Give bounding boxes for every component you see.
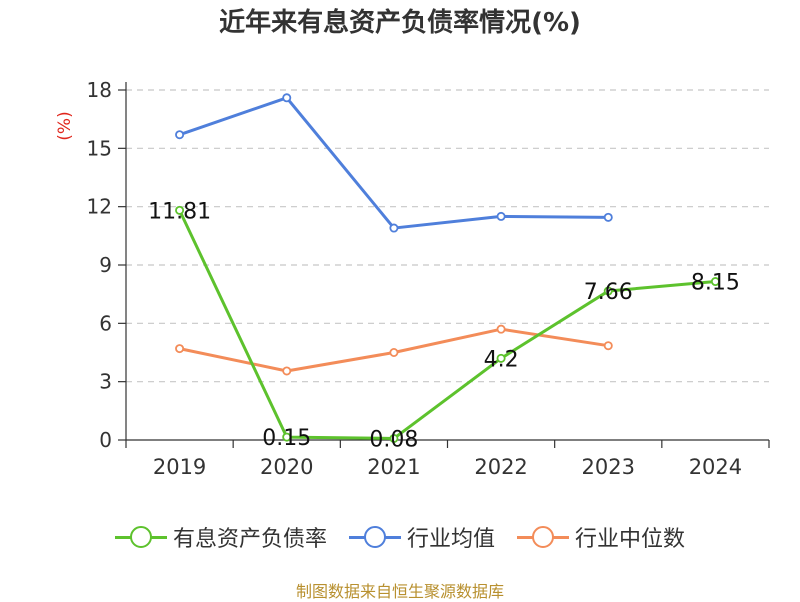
x-tick-label: 2020	[260, 455, 313, 479]
data-label: 11.81	[148, 199, 211, 224]
y-axis-label: (%)	[55, 111, 75, 140]
data-point	[282, 93, 292, 103]
data-label-layer: 11.81 0.15 0.08 4.2 7.66 8.15	[148, 199, 740, 452]
y-tick-label: 15	[87, 136, 112, 160]
legend-label: 行业中位数	[575, 527, 686, 552]
x-tick-label: 2022	[474, 455, 527, 479]
data-label: 0.15	[262, 426, 311, 451]
legend-item[interactable]: 行业均值	[348, 521, 495, 553]
data-point	[389, 347, 399, 357]
legend-marker-icon	[517, 525, 569, 549]
y-tick-label: 0	[99, 428, 112, 452]
axis-layer: 0 3 6 9 12 15 18 2019 2020 2021 2022 2023 2024 (%)	[55, 78, 770, 479]
data-point	[603, 341, 613, 351]
source-note: 制图数据来自恒生聚源数据库	[295, 582, 504, 601]
data-point	[710, 277, 720, 287]
data-point	[389, 433, 399, 443]
data-point	[496, 353, 506, 363]
legend-item[interactable]: 行业中位数	[517, 521, 685, 553]
legend-label: 行业均值	[406, 527, 495, 552]
y-tick-label: 18	[87, 78, 112, 102]
legend-marker-icon	[114, 525, 167, 549]
data-point	[175, 130, 185, 140]
y-tick-label: 3	[99, 370, 112, 394]
data-point	[282, 432, 292, 442]
series-line	[179, 96, 609, 230]
data-point	[496, 324, 506, 334]
data-label: 4.2	[484, 347, 519, 372]
series-layer	[175, 93, 720, 443]
legend-marker-icon	[348, 525, 401, 549]
legend-label: 有息资产负债率	[172, 527, 327, 552]
grid-layer	[126, 89, 769, 383]
x-tick-label: 2019	[153, 455, 206, 479]
y-tick-label: 6	[99, 311, 112, 335]
y-tick-label: 12	[87, 195, 112, 219]
y-tick-label: 9	[99, 253, 112, 277]
data-label: 7.66	[584, 280, 633, 305]
chart-title: 近年来有息资产负债率情况(%)	[219, 8, 581, 38]
data-label: 0.08	[369, 427, 418, 452]
data-label: 8.15	[691, 271, 740, 296]
data-point	[175, 205, 185, 215]
x-tick-label: 2023	[582, 455, 635, 479]
series-line	[178, 209, 716, 440]
data-point	[389, 223, 399, 233]
x-tick-label: 2021	[367, 455, 420, 479]
data-point	[603, 286, 613, 296]
legend: 有息资产负债率 行业均值 行业中位数	[0, 520, 800, 554]
legend-item[interactable]: 有息资产负债率	[114, 521, 327, 553]
data-point	[496, 211, 506, 221]
data-point	[175, 344, 185, 354]
data-point	[603, 212, 613, 222]
x-tick-label: 2024	[689, 455, 742, 479]
data-point	[282, 366, 292, 376]
